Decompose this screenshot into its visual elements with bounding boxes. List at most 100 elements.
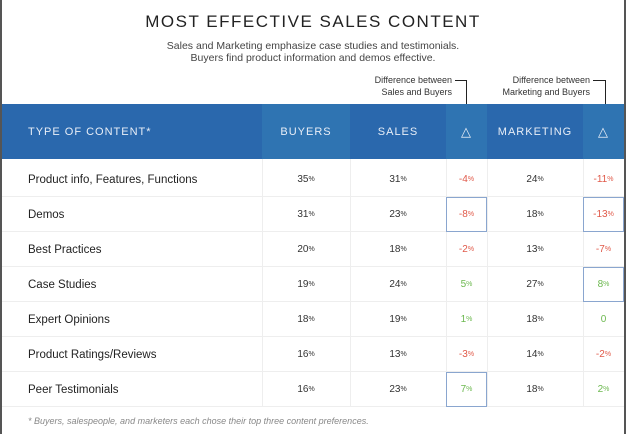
cell-buyers: 31% bbox=[262, 197, 350, 232]
cell-sales: 23% bbox=[350, 372, 446, 407]
cell-value: -4 bbox=[458, 174, 468, 185]
cell-d1: -3% bbox=[446, 337, 487, 372]
row-label: Case Studies bbox=[28, 278, 97, 291]
cell-value: 8 bbox=[597, 279, 604, 290]
cell-d1: -8% bbox=[446, 197, 487, 232]
cell-value: 18 bbox=[526, 384, 538, 395]
chart-subtitle: Sales and Marketing emphasize case studi… bbox=[0, 40, 626, 64]
cell-value: -2 bbox=[595, 349, 605, 360]
cell-value: 24 bbox=[526, 174, 538, 185]
annotation-connector bbox=[466, 80, 467, 124]
cell-buyers: 19% bbox=[262, 267, 350, 302]
table-row bbox=[2, 372, 624, 407]
percent-unit: % bbox=[537, 386, 544, 393]
percent-unit: % bbox=[537, 211, 544, 218]
cell-value: 27 bbox=[526, 279, 538, 290]
cell-value: 1 bbox=[460, 314, 467, 325]
chart-title: MOST EFFECTIVE SALES CONTENT bbox=[145, 12, 481, 31]
cell-d2: -2% bbox=[583, 337, 624, 372]
row-label: Product Ratings/Reviews bbox=[28, 348, 157, 361]
table-row bbox=[2, 302, 624, 337]
header-buyers: BUYERS bbox=[262, 104, 350, 159]
percent-unit: % bbox=[537, 246, 544, 253]
annotation-connector bbox=[605, 80, 606, 124]
header-delta-sales-icon: △ bbox=[446, 104, 487, 159]
cell-value: -3 bbox=[458, 349, 468, 360]
cell-value: -11 bbox=[593, 174, 608, 185]
cell-value: 2 bbox=[597, 384, 604, 395]
cell-marketing: 27% bbox=[487, 267, 583, 302]
table-row bbox=[2, 197, 624, 232]
cell-d2: 0 bbox=[583, 302, 624, 337]
row-label: Product info, Features, Functions bbox=[28, 173, 198, 186]
percent-unit: % bbox=[308, 281, 315, 288]
row-label: Expert Opinions bbox=[28, 313, 110, 326]
header-sales: SALES bbox=[377, 125, 419, 138]
percent-unit: % bbox=[400, 316, 407, 323]
subtitle-line-1: Sales and Marketing emphasize case studi… bbox=[166, 40, 460, 52]
percent-unit: % bbox=[308, 211, 315, 218]
cell-buyers: 16% bbox=[262, 372, 350, 407]
cell-buyers: 35% bbox=[262, 162, 350, 197]
annotation-sales-buyers: Difference between Sales and Buyers bbox=[340, 74, 452, 98]
percent-unit: % bbox=[537, 316, 544, 323]
cell-value: 31 bbox=[297, 209, 309, 220]
percent-unit: % bbox=[308, 316, 315, 323]
percent-unit: % bbox=[537, 176, 544, 183]
cell-marketing: 18% bbox=[487, 197, 583, 232]
annotation-marketing-buyers: Difference between Marketing and Buyers bbox=[475, 74, 590, 98]
cell-value: 14 bbox=[526, 349, 538, 360]
percent-unit: % bbox=[604, 351, 612, 358]
cell-d2: -11% bbox=[583, 162, 624, 197]
cell-d1: 5% bbox=[446, 267, 487, 302]
annotation-marketing-buyers-line1: Difference between bbox=[512, 75, 590, 85]
percent-unit: % bbox=[400, 211, 407, 218]
cell-value: 16 bbox=[297, 349, 309, 360]
cell-value: 19 bbox=[297, 279, 309, 290]
cell-d1: -2% bbox=[446, 232, 487, 267]
percent-unit: % bbox=[537, 351, 544, 358]
cell-sales: 19% bbox=[350, 302, 446, 337]
percent-unit: % bbox=[537, 281, 544, 288]
table-row bbox=[2, 337, 624, 372]
table-row bbox=[2, 267, 624, 302]
cell-buyers: 18% bbox=[262, 302, 350, 337]
percent-unit: % bbox=[308, 176, 315, 183]
cell-marketing: 18% bbox=[487, 372, 583, 407]
column-separator bbox=[446, 159, 447, 406]
annotation-sales-buyers-line1: Difference between bbox=[374, 75, 452, 85]
percent-unit: % bbox=[607, 211, 614, 218]
table-row bbox=[2, 232, 624, 267]
cell-d2: 2% bbox=[583, 372, 624, 407]
column-separator bbox=[487, 159, 488, 406]
cell-value: 23 bbox=[389, 209, 401, 220]
percent-unit: % bbox=[400, 351, 407, 358]
cell-value: -2 bbox=[458, 244, 468, 255]
percent-unit: % bbox=[467, 351, 475, 358]
cell-buyers: 16% bbox=[262, 337, 350, 372]
percent-unit: % bbox=[466, 281, 473, 288]
cell-value: 13 bbox=[526, 244, 538, 255]
subtitle-line-2: Buyers find product information and demo… bbox=[190, 52, 436, 64]
cell-value: -7 bbox=[595, 244, 605, 255]
cell-sales: 24% bbox=[350, 267, 446, 302]
cell-buyers: 20% bbox=[262, 232, 350, 267]
percent-unit: % bbox=[308, 386, 315, 393]
annotation-sales-buyers-line2: Sales and Buyers bbox=[381, 87, 452, 97]
cell-value: -13 bbox=[593, 209, 608, 220]
cell-marketing: 18% bbox=[487, 302, 583, 337]
cell-value: 18 bbox=[526, 209, 538, 220]
annotation-marketing-buyers-line2: Marketing and Buyers bbox=[502, 87, 590, 97]
annotation-connector bbox=[455, 80, 466, 81]
cell-value: 7 bbox=[460, 384, 467, 395]
cell-d2: -7% bbox=[583, 232, 624, 267]
cell-d1: 7% bbox=[446, 372, 487, 407]
cell-value: 18 bbox=[526, 314, 538, 325]
cell-d1: -4% bbox=[446, 162, 487, 197]
row-label: Peer Testimonials bbox=[28, 383, 119, 396]
percent-unit: % bbox=[400, 386, 407, 393]
header-marketing: MARKETING bbox=[497, 125, 573, 138]
percent-unit: % bbox=[466, 316, 473, 323]
cell-marketing: 24% bbox=[487, 162, 583, 197]
cell-value: 13 bbox=[389, 349, 401, 360]
